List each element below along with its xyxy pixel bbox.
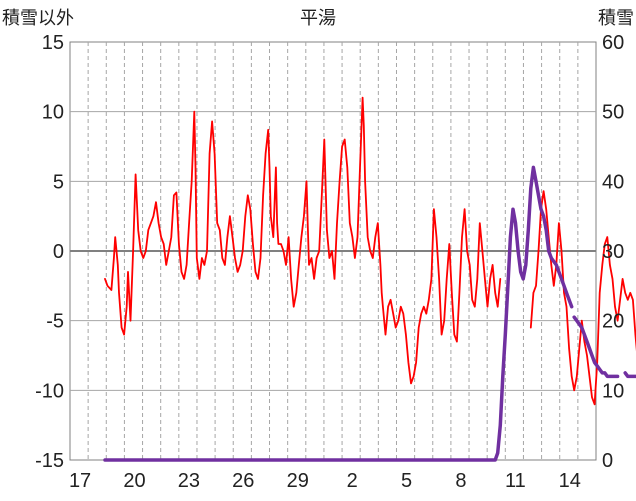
right-tick-label: 40 [602,171,624,193]
snow-depth-line [572,315,620,379]
left-tick-label: 5 [53,171,64,193]
x-tick-label: 26 [232,470,254,492]
left-tick-label: 0 [53,241,64,263]
right-tick-label: 0 [602,450,613,472]
chart-title: 平湯 [300,8,336,28]
snow-depth-line [623,371,636,379]
x-tick-label: 5 [401,470,412,492]
x-tick-label: 11 [505,470,526,492]
right-axis-label: 積雪 [598,8,634,28]
temperature-line [104,96,502,385]
left-tick-label: -15 [35,450,64,472]
right-tick-label: 50 [602,102,624,124]
snow-depth-line [103,165,574,462]
left-tick-label: 10 [42,102,64,124]
right-tick-label: 30 [602,241,624,263]
x-tick-label: 17 [69,470,91,492]
right-tick-label: 20 [602,311,624,333]
left-axis-label: 積雪以外 [2,8,74,28]
grid [70,42,596,460]
x-tick-label: 29 [287,470,309,492]
x-tick-label: 14 [559,470,581,492]
x-tick-label: 2 [347,470,358,492]
left-tick-label: -5 [46,311,64,333]
left-tick-label: -10 [35,380,64,402]
right-tick-label: 10 [602,380,624,402]
right-tick-label: 60 [602,32,624,54]
series-layer [103,96,636,462]
left-tick-label: 15 [42,32,64,54]
x-tick-label: 20 [123,470,145,492]
x-tick-label: 23 [178,470,200,492]
x-tick-label: 8 [455,470,466,492]
